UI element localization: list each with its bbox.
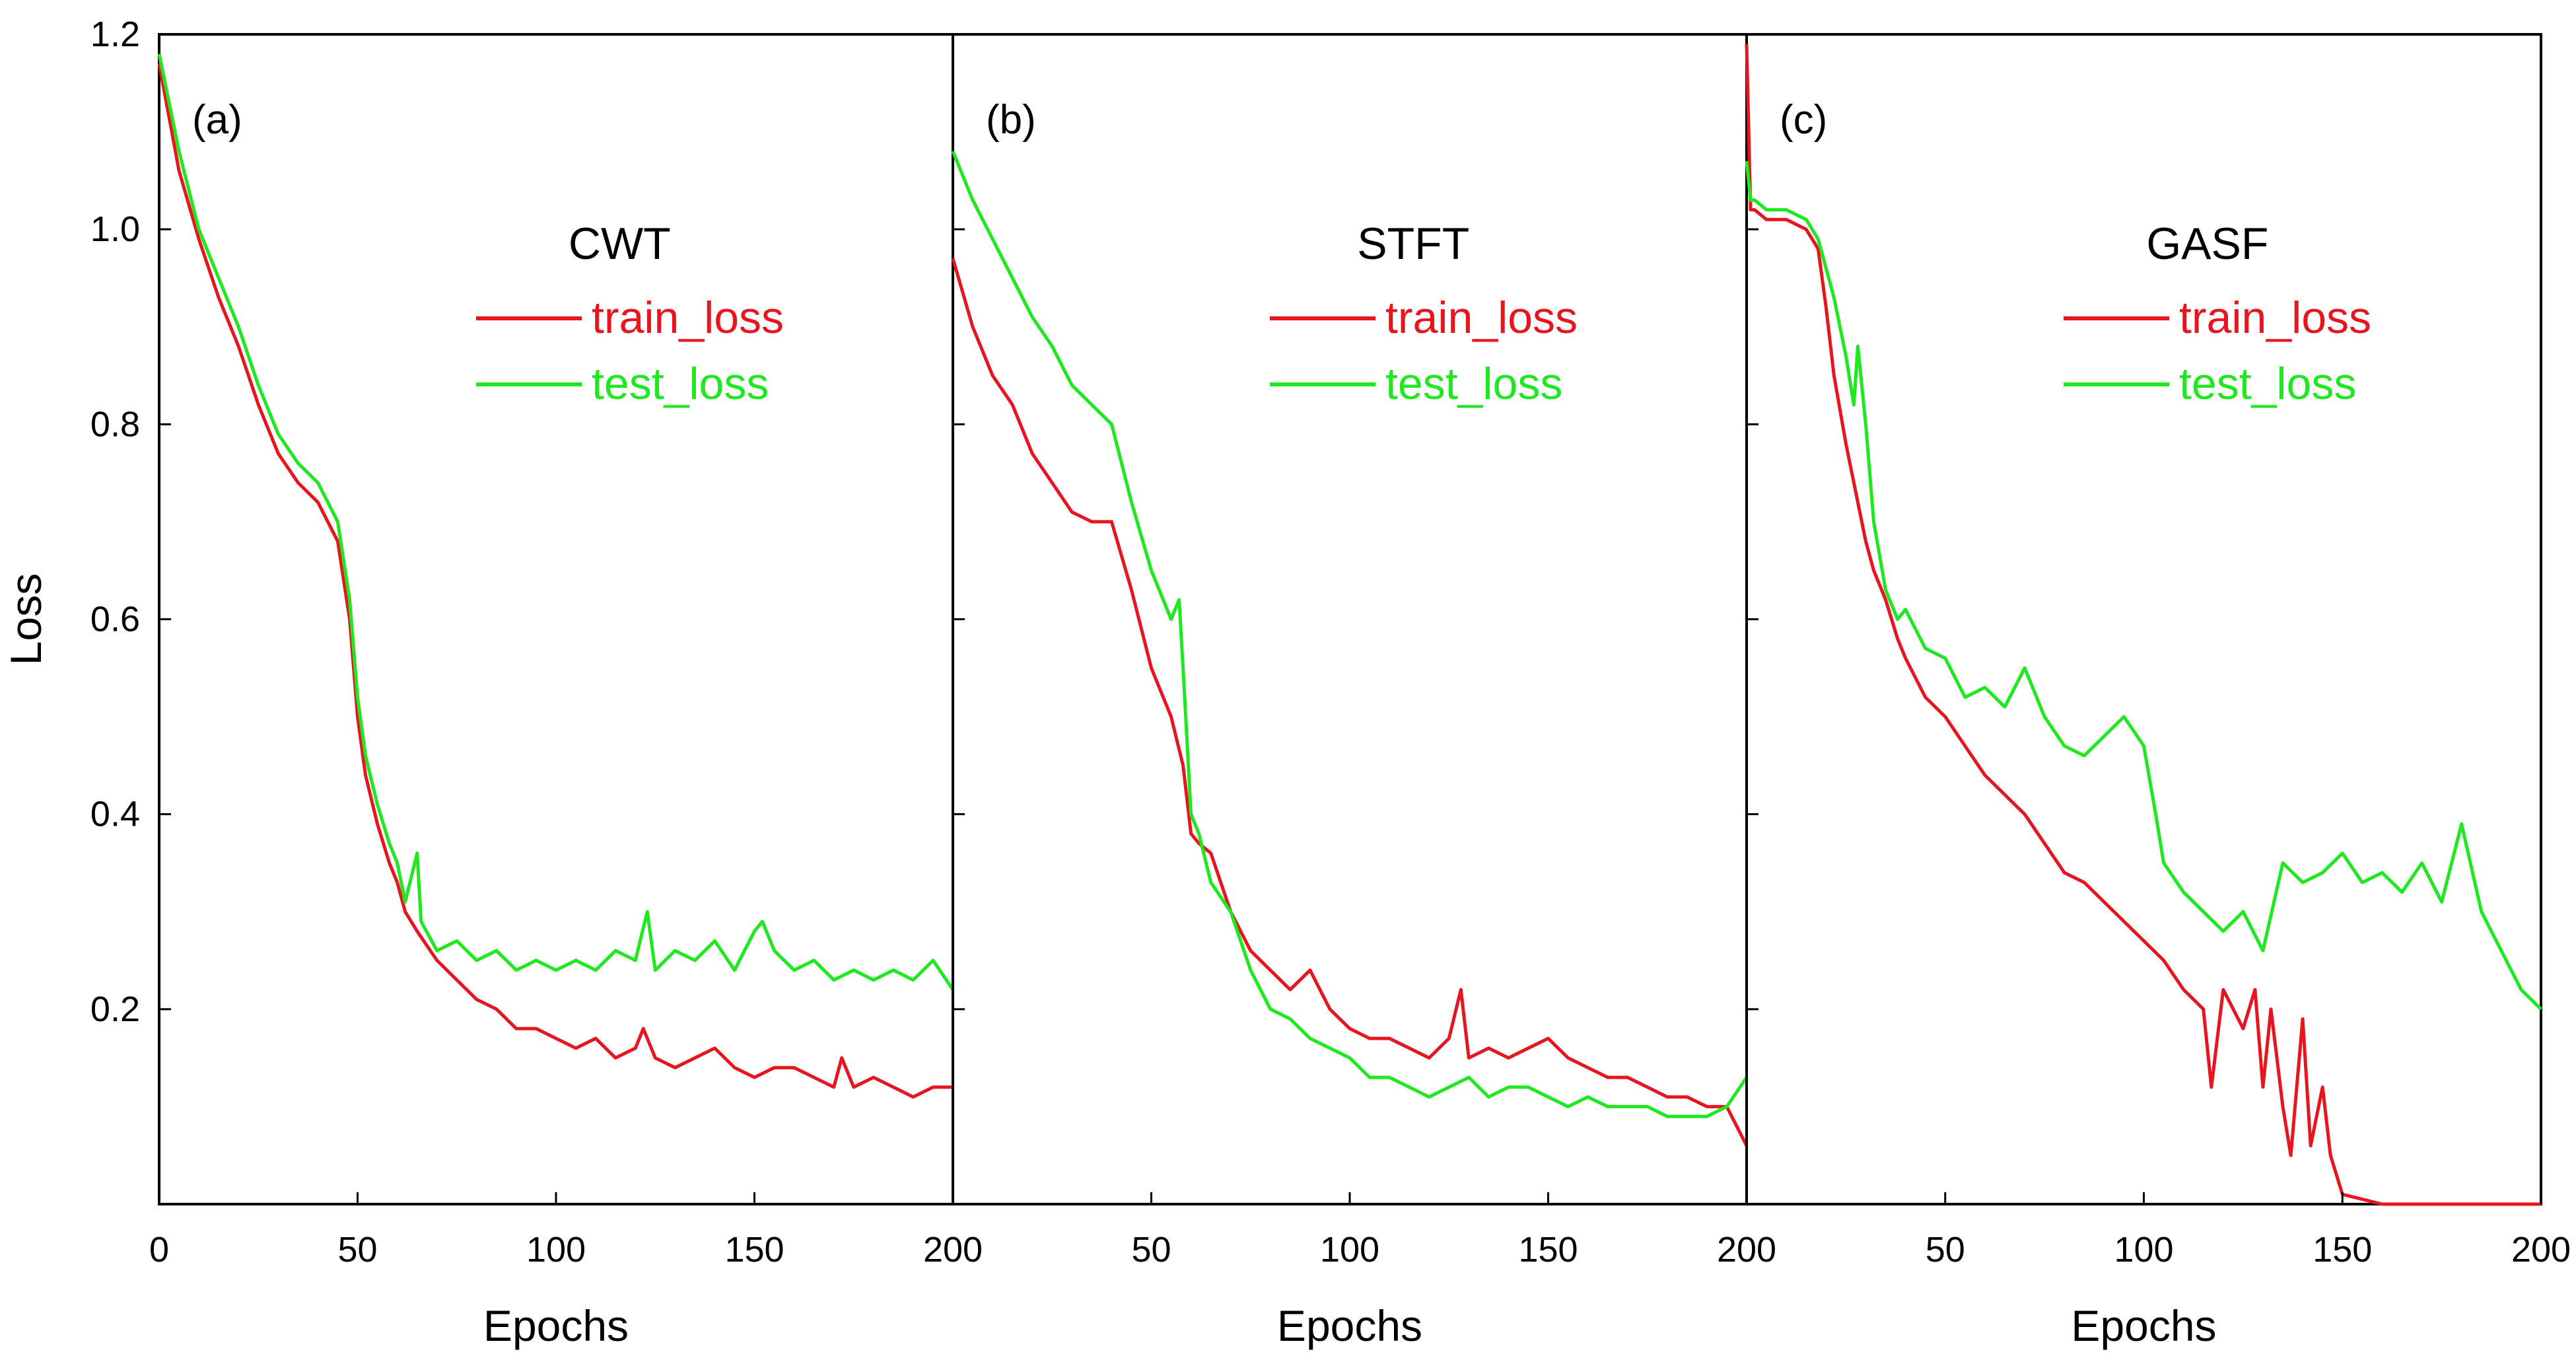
x-tick-label: 100 [1320, 1230, 1379, 1270]
panel-gasf-ticks [1745, 33, 2542, 1204]
legend-entry-train: train_loss [2179, 293, 2371, 343]
panel-gasf-title: GASF [2146, 219, 2268, 269]
panel-cwt-series [157, 54, 955, 1099]
panel-stft-label: (b) [986, 97, 1036, 143]
x-tick-label: 50 [1131, 1230, 1171, 1270]
y-tick-label: 1.2 [90, 15, 140, 54]
series-line-train-loss [1745, 44, 2541, 1206]
x-tick-label: 200 [1717, 1230, 1776, 1270]
x-axis-tick-labels: 0 50 100 150 200 50 100 150 200 50 100 150 200 [149, 1230, 2571, 1270]
panel-cwt-title: CWT [569, 219, 671, 269]
y-tick-label: 0.2 [90, 989, 140, 1029]
y-tick-label: 0.6 [90, 600, 140, 639]
panel-stft-title: STFT [1357, 219, 1469, 269]
x-axis-title-gasf: Epochs [2071, 1301, 2216, 1350]
x-axis-title-cwt: Epochs [483, 1301, 629, 1350]
series-line-test-loss [951, 151, 1749, 1118]
legend-entry-test: test_loss [2179, 359, 2356, 409]
panel-cwt: (a) CWT train_loss test_loss [157, 33, 955, 1205]
y-tick-label: 0.8 [90, 404, 140, 444]
panel-gasf-legend: train_loss test_loss [2064, 293, 2371, 409]
panel-stft-legend: train_loss test_loss [1270, 293, 1578, 409]
legend-entry-train: train_loss [592, 293, 784, 343]
x-tick-label: 50 [337, 1230, 377, 1270]
x-tick-label: 100 [526, 1230, 586, 1270]
y-axis-tick-labels: 0.2 0.4 0.6 0.8 1.0 1.2 [90, 15, 140, 1029]
legend-entry-test: test_loss [1385, 359, 1562, 409]
legend-entry-train: train_loss [1385, 293, 1578, 343]
panel-gasf: (c) GASF train_loss test_loss [1745, 33, 2542, 1206]
x-tick-label: 150 [1518, 1230, 1578, 1270]
x-tick-label: 150 [724, 1230, 784, 1270]
x-tick-label: 0 [149, 1230, 169, 1270]
series-line-test-loss [1745, 161, 2542, 1011]
panel-cwt-label: (a) [192, 97, 242, 143]
panel-gasf-label: (c) [1780, 97, 1827, 143]
y-tick-label: 1.0 [90, 209, 140, 249]
x-tick-label: 150 [2313, 1230, 2372, 1270]
x-tick-label: 50 [1926, 1230, 1965, 1270]
x-tick-label: 200 [2511, 1230, 2571, 1270]
panel-cwt-legend: train_loss test_loss [476, 293, 784, 409]
series-line-train-loss [951, 258, 1749, 1147]
x-tick-label: 100 [2114, 1230, 2173, 1270]
x-tick-label: 200 [923, 1230, 983, 1270]
series-line-test-loss [157, 54, 955, 991]
y-tick-label: 0.4 [90, 795, 140, 834]
panel-stft-series [951, 151, 1749, 1147]
series-line-train-loss [157, 63, 953, 1099]
y-axis-title: Loss [1, 573, 50, 665]
x-axis-title-stft: Epochs [1277, 1301, 1422, 1350]
legend-entry-test: test_loss [592, 359, 769, 409]
panel-stft-ticks [952, 33, 1748, 1204]
panel-gasf-series [1745, 44, 2542, 1206]
